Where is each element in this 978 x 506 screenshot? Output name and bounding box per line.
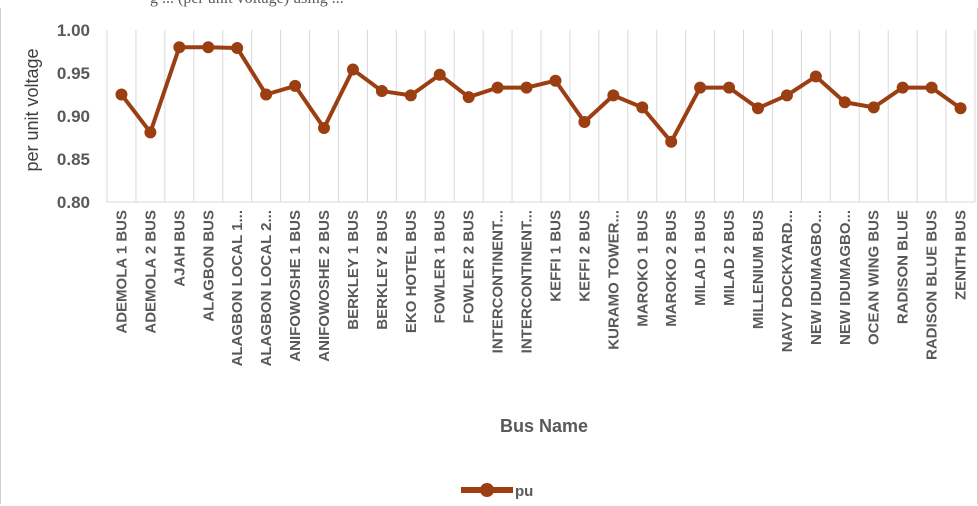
data-point bbox=[867, 101, 880, 114]
x-tick-label: KEFFI 2 BUS bbox=[576, 210, 593, 302]
data-point bbox=[462, 91, 475, 104]
data-point bbox=[549, 74, 562, 87]
data-point bbox=[925, 81, 938, 94]
data-point bbox=[723, 81, 736, 94]
data-point bbox=[173, 41, 186, 54]
x-tick-label: RADISON BLUE bbox=[895, 210, 912, 324]
x-tick-label: INTERCONTINENT... bbox=[519, 210, 536, 353]
data-point bbox=[144, 126, 157, 139]
series-line bbox=[119, 45, 962, 144]
data-point bbox=[346, 63, 359, 76]
legend-label: pu bbox=[515, 483, 533, 500]
x-tick-label: NEW IDUMAGBO... bbox=[837, 210, 854, 345]
y-tick-label: 0.85 bbox=[57, 150, 90, 169]
x-tick-label: BERKLEY 1 BUS bbox=[345, 210, 362, 330]
x-tick-label: MAROKO 2 BUS bbox=[663, 210, 680, 327]
y-tick-label: 0.80 bbox=[57, 193, 90, 212]
x-tick-labels: ADEMOLA 1 BUS ADEMOLA 2 BUS AJAH BUS ALAGBO… bbox=[113, 210, 969, 366]
x-tick-label: ZENITH BUS bbox=[953, 210, 970, 300]
data-point bbox=[636, 101, 649, 114]
series-pu bbox=[115, 41, 967, 148]
data-point bbox=[491, 81, 504, 94]
data-point bbox=[954, 102, 967, 115]
x-tick-label: ALAGBON LOCAL 2... bbox=[258, 210, 275, 366]
y-tick-labels: 0.80 0.85 0.90 0.95 1.00 bbox=[57, 21, 90, 212]
data-point bbox=[289, 79, 302, 92]
data-point bbox=[375, 85, 388, 98]
x-tick-label: AJAH BUS bbox=[171, 210, 188, 287]
data-point bbox=[838, 96, 851, 109]
x-tick-label: NEW IDUMAGBO... bbox=[808, 210, 825, 345]
x-tick-label: NAVY DOCKYARD... bbox=[779, 210, 796, 352]
data-point bbox=[694, 81, 707, 94]
y-axis-title: per unit voltage bbox=[22, 48, 42, 171]
x-tick-label: FOWLER 1 BUS bbox=[432, 210, 449, 323]
data-point bbox=[809, 70, 822, 83]
x-tick-label: ANIFOWOSHE 1 BUS bbox=[287, 210, 304, 362]
x-tick-label: ALAGBON BUS bbox=[200, 210, 217, 322]
x-tick-label: EKO HOTEL BUS bbox=[403, 210, 420, 333]
x-tick-label: MILLENIUM BUS bbox=[750, 210, 767, 329]
y-tick-label: 0.90 bbox=[57, 107, 90, 126]
x-tick-label: ADEMOLA 2 BUS bbox=[142, 210, 159, 334]
data-point bbox=[202, 41, 215, 54]
data-point bbox=[520, 81, 533, 94]
data-point bbox=[404, 89, 417, 102]
x-tick-label: KEFFI 1 BUS bbox=[547, 210, 564, 302]
y-tick-label: 1.00 bbox=[57, 21, 90, 40]
x-tick-label: MILAD 1 BUS bbox=[692, 210, 709, 306]
data-point bbox=[665, 135, 678, 148]
data-point bbox=[260, 88, 273, 101]
x-tick-label: KURAMO TOWER... bbox=[605, 210, 622, 350]
x-tick-label: ALAGBON LOCAL 1... bbox=[229, 210, 246, 366]
data-point bbox=[318, 122, 330, 135]
data-point bbox=[607, 89, 620, 102]
x-tick-label: RADISON BLUE BUS bbox=[924, 210, 941, 360]
x-tick-label: INTERCONTINENT... bbox=[490, 210, 507, 353]
caption-fragment: g ... (per unit voltage) using ... bbox=[150, 0, 344, 8]
data-point bbox=[433, 68, 446, 81]
y-tick-label: 0.95 bbox=[57, 64, 90, 83]
x-tick-label: FOWLER 2 BUS bbox=[461, 210, 478, 323]
x-tick-label: ADEMOLA 1 BUS bbox=[113, 210, 130, 334]
caption-strip: g ... (per unit voltage) using ... bbox=[0, 0, 978, 8]
x-tick-label: MILAD 2 BUS bbox=[721, 210, 738, 306]
data-point bbox=[896, 81, 909, 94]
legend-dot-marker bbox=[480, 483, 494, 497]
x-tick-label: ANIFOWOSHE 2 BUS bbox=[316, 210, 333, 362]
data-point bbox=[231, 42, 244, 55]
x-axis-title: Bus Name bbox=[500, 416, 588, 436]
x-tick-label: OCEAN WING BUS bbox=[866, 210, 883, 345]
x-tick-label: BERKLEY 2 BUS bbox=[374, 210, 391, 330]
data-point bbox=[752, 102, 764, 115]
data-point bbox=[780, 89, 793, 102]
data-point bbox=[578, 116, 591, 129]
grid-lines bbox=[106, 30, 976, 203]
legend: pu bbox=[461, 483, 533, 500]
x-tick-label: MAROKO 1 BUS bbox=[634, 210, 651, 327]
data-point bbox=[115, 88, 128, 101]
